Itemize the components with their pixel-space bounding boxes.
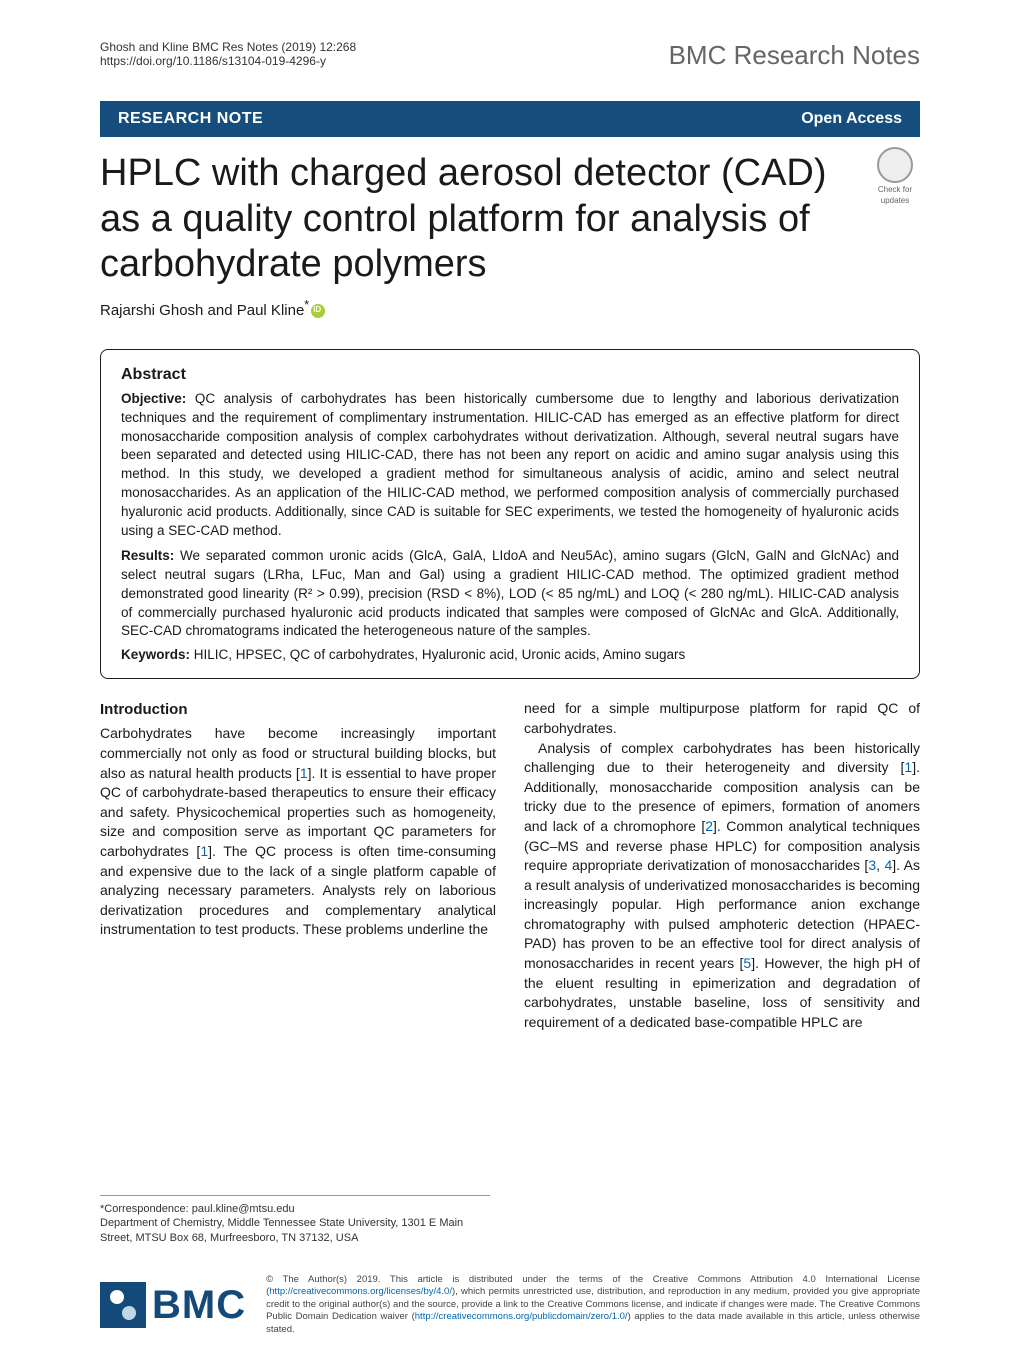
open-access-label: Open Access xyxy=(801,110,902,128)
keywords-text: HILIC, HPSEC, QC of carbohydrates, Hyalu… xyxy=(190,647,685,662)
results-label: Results: xyxy=(121,548,174,563)
keywords-label: Keywords: xyxy=(121,647,190,662)
abstract-keywords: Keywords: HILIC, HPSEC, QC of carbohydra… xyxy=(121,647,899,662)
crossmark-icon xyxy=(877,147,913,183)
crossmark-label2: updates xyxy=(870,196,920,205)
running-head-line1: Ghosh and Kline BMC Res Notes (2019) 12:… xyxy=(100,40,356,54)
authors-text: Rajarshi Ghosh and Paul Kline xyxy=(100,302,304,319)
article-category: RESEARCH NOTE xyxy=(118,110,263,128)
column-left: Introduction Carbohydrates have become i… xyxy=(100,699,496,1032)
objective-label: Objective: xyxy=(121,391,186,406)
abstract-objective: Objective: QC analysis of carbohydrates … xyxy=(121,390,899,541)
correspondence-block: *Correspondence: paul.kline@mtsu.edu Dep… xyxy=(100,1195,490,1245)
bmc-logo-icon xyxy=(100,1282,146,1328)
corresp-marker: * xyxy=(304,298,309,312)
page-header: Ghosh and Kline BMC Res Notes (2019) 12:… xyxy=(0,0,1020,81)
license-text: © The Author(s) 2019. This article is di… xyxy=(266,1274,920,1336)
ref-link-1b[interactable]: 1 xyxy=(200,843,208,859)
ref-link-3[interactable]: 3 xyxy=(868,857,876,873)
running-head: Ghosh and Kline BMC Res Notes (2019) 12:… xyxy=(100,40,356,68)
correspondence-affiliation: Department of Chemistry, Middle Tennesse… xyxy=(100,1216,490,1245)
orcid-icon[interactable] xyxy=(311,304,325,318)
abstract-box: Abstract Objective: QC analysis of carbo… xyxy=(100,349,920,680)
bmc-logo: BMC xyxy=(100,1282,246,1328)
category-banner: RESEARCH NOTE Open Access xyxy=(100,101,920,137)
cc-license-link[interactable]: http://creativecommons.org/licenses/by/4… xyxy=(269,1286,452,1297)
results-text: We separated common uronic acids (GlcA, … xyxy=(121,548,899,639)
crossmark-label1: Check for xyxy=(870,185,920,194)
ref-link-1[interactable]: 1 xyxy=(300,765,308,781)
intro-para-1: Carbohydrates have become increasingly i… xyxy=(100,724,496,940)
intro-heading: Introduction xyxy=(100,699,496,720)
body-columns: Introduction Carbohydrates have become i… xyxy=(0,679,1020,1032)
correspondence-email: *Correspondence: paul.kline@mtsu.edu xyxy=(100,1202,490,1216)
article-title: HPLC with charged aerosol detector (CAD)… xyxy=(100,151,920,288)
intro-para-1-cont: need for a simple multipurpose platform … xyxy=(524,699,920,738)
cc0-license-link[interactable]: http://creativecommons.org/publicdomain/… xyxy=(415,1311,628,1322)
journal-title: BMC Research Notes xyxy=(669,40,920,71)
bmc-logo-text: BMC xyxy=(152,1283,246,1328)
crossmark-badge[interactable]: Check for updates xyxy=(870,147,920,205)
objective-text: QC analysis of carbohydrates has been hi… xyxy=(121,391,899,538)
authors: Rajarshi Ghosh and Paul Kline* xyxy=(100,298,920,319)
doi[interactable]: https://doi.org/10.1186/s13104-019-4296-… xyxy=(100,54,356,68)
title-block: Check for updates HPLC with charged aero… xyxy=(0,137,1020,319)
abstract-heading: Abstract xyxy=(121,366,899,384)
intro-para-2: Analysis of complex carbohydrates has be… xyxy=(524,739,920,1033)
ref-link-2[interactable]: 2 xyxy=(705,818,713,834)
page-footer: BMC © The Author(s) 2019. This article i… xyxy=(0,1255,1020,1355)
abstract-results: Results: We separated common uronic acid… xyxy=(121,547,899,641)
column-right: need for a simple multipurpose platform … xyxy=(524,699,920,1032)
